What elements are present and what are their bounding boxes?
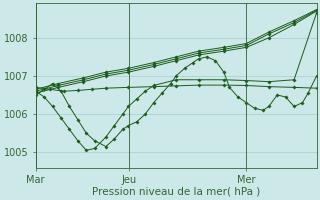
X-axis label: Pression niveau de la mer( hPa ): Pression niveau de la mer( hPa ): [92, 187, 260, 197]
